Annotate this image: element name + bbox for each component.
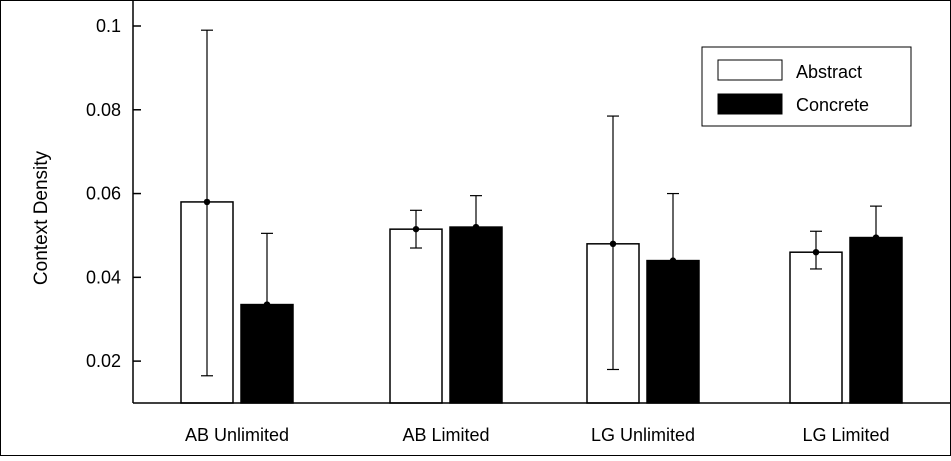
x-category-label: LG Unlimited: [591, 425, 695, 445]
legend-label-concrete: Concrete: [796, 95, 869, 115]
mean-marker: [473, 224, 479, 230]
x-category-label: LG Limited: [802, 425, 889, 445]
y-axis-label: Context Density: [31, 150, 52, 285]
y-tick-label: 0.04: [86, 267, 121, 287]
mean-marker: [610, 241, 616, 247]
legend: Abstract Concrete: [702, 47, 911, 126]
bars-layer: [181, 202, 902, 403]
y-tick-label: 0.06: [86, 184, 121, 204]
bar-abstract: [390, 229, 442, 403]
mean-marker: [873, 234, 879, 240]
legend-swatch-concrete: [718, 94, 782, 114]
y-tick-label: 0.1: [96, 16, 121, 36]
legend-label-abstract: Abstract: [796, 62, 862, 82]
y-tick-label: 0.02: [86, 351, 121, 371]
x-category-labels: AB Unlimited AB Limited LG Unlimited LG Lim…: [185, 425, 890, 445]
mean-marker: [264, 301, 270, 307]
mean-marker: [204, 199, 210, 205]
mean-marker: [413, 226, 419, 232]
bar-abstract: [790, 252, 842, 403]
mean-marker: [670, 257, 676, 263]
mean-marker: [813, 249, 819, 255]
x-category-label: AB Unlimited: [185, 425, 289, 445]
x-category-label: AB Limited: [402, 425, 489, 445]
y-tick-label: 0.08: [86, 100, 121, 120]
legend-swatch-abstract: [718, 60, 782, 80]
